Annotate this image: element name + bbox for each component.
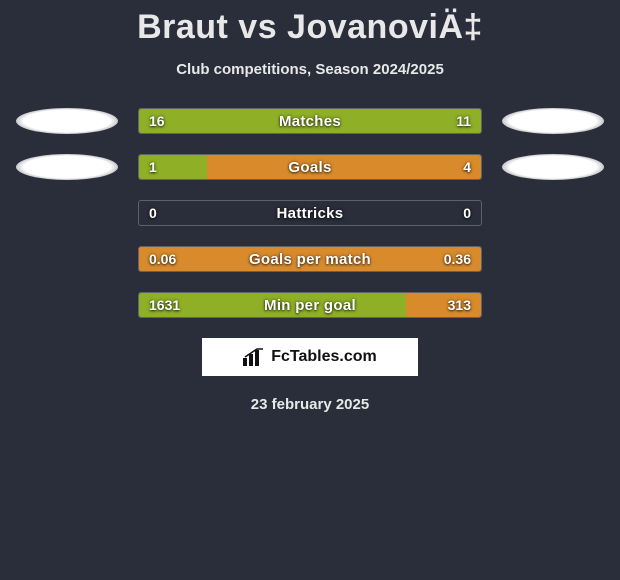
stat-value-right: 313 bbox=[448, 293, 471, 317]
player-right-shadow bbox=[502, 108, 604, 134]
stat-label: Goals bbox=[139, 155, 481, 179]
stat-value-right: 11 bbox=[456, 109, 471, 133]
stat-row: 1631Min per goal313 bbox=[10, 292, 610, 318]
stat-row: 0.06Goals per match0.36 bbox=[10, 246, 610, 272]
bar-chart-icon bbox=[243, 348, 265, 366]
date-label: 23 february 2025 bbox=[10, 396, 610, 413]
player-left-shadow bbox=[16, 154, 118, 180]
page-title: Braut vs JovanoviÄ‡ bbox=[0, 0, 620, 47]
logo-text: FcTables.com bbox=[271, 348, 377, 366]
stat-bar: 16Matches11 bbox=[138, 108, 482, 134]
stat-value-right: 0.36 bbox=[444, 247, 471, 271]
stat-label: Min per goal bbox=[139, 293, 481, 317]
stat-row: 1Goals4 bbox=[10, 154, 610, 180]
stat-label: Hattricks bbox=[139, 201, 481, 225]
stat-bar: 0Hattricks0 bbox=[138, 200, 482, 226]
subtitle: Club competitions, Season 2024/2025 bbox=[0, 61, 620, 78]
stat-bar: 0.06Goals per match0.36 bbox=[138, 246, 482, 272]
comparison-panel: 16Matches11 1Goals4 0Hattricks0 0.06Goals p… bbox=[0, 78, 620, 413]
player-right-shadow bbox=[502, 154, 604, 180]
stat-bar: 1631Min per goal313 bbox=[138, 292, 482, 318]
fctables-logo[interactable]: FcTables.com bbox=[202, 338, 418, 376]
stat-label: Matches bbox=[139, 109, 481, 133]
stat-label: Goals per match bbox=[139, 247, 481, 271]
stat-row: 16Matches11 bbox=[10, 108, 610, 134]
player-left-shadow bbox=[16, 108, 118, 134]
stat-row: 0Hattricks0 bbox=[10, 200, 610, 226]
stat-value-right: 0 bbox=[463, 201, 471, 225]
stat-bar: 1Goals4 bbox=[138, 154, 482, 180]
stat-value-right: 4 bbox=[463, 155, 471, 179]
